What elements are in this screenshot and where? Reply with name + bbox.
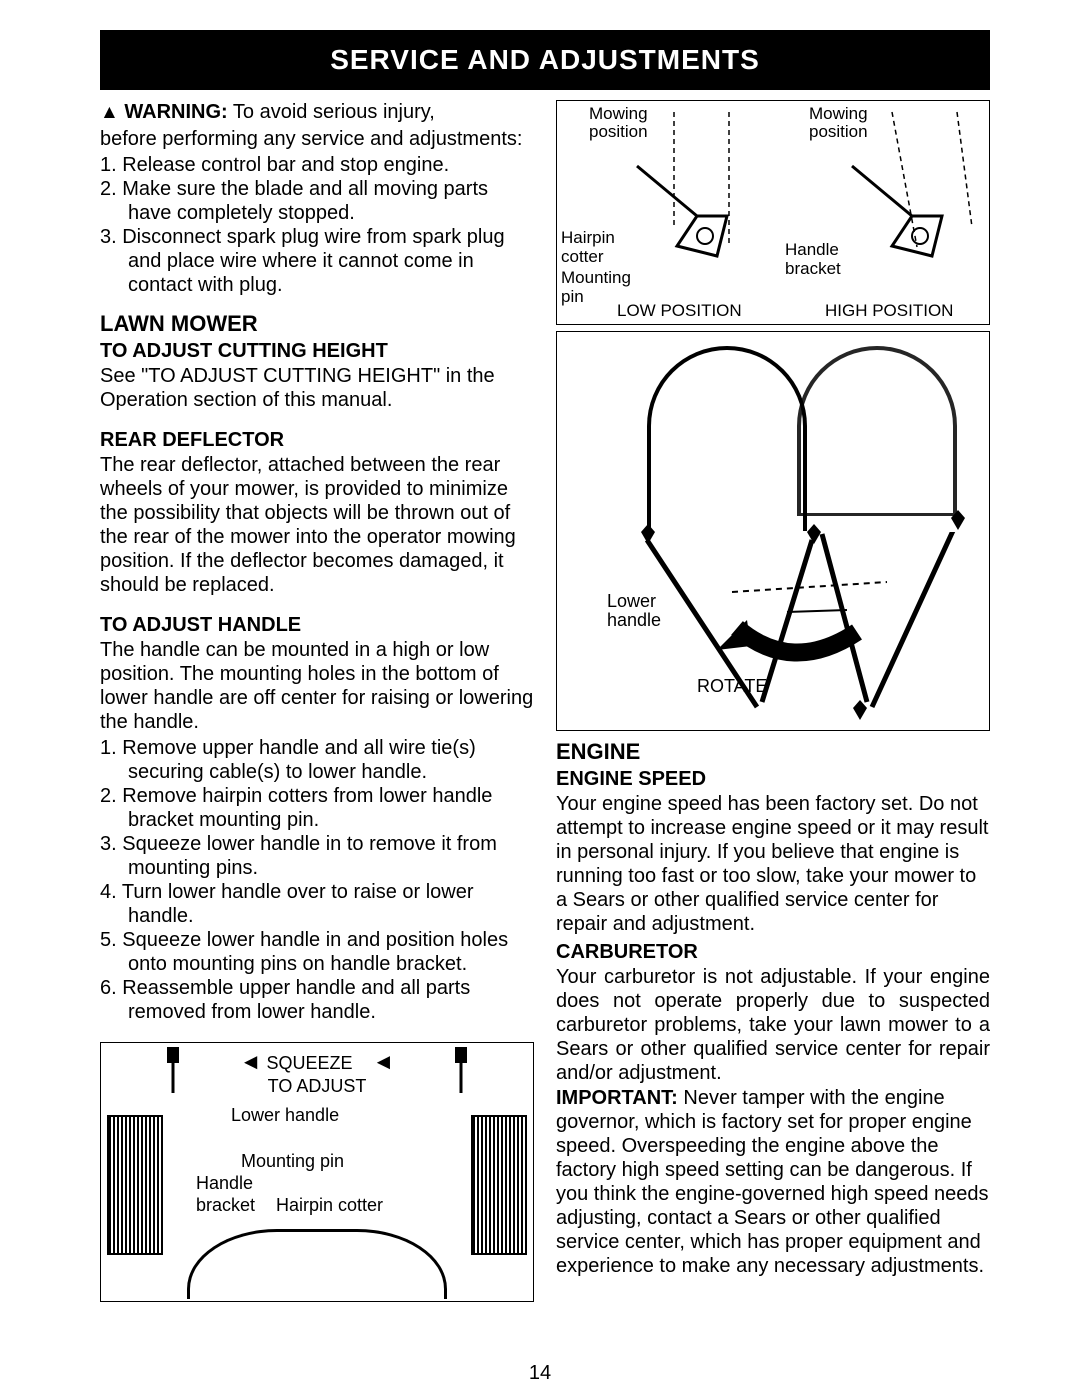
carburetor-body2: Never tamper with the engine governor, w… <box>556 1087 989 1277</box>
dashed-handle-icon <box>669 107 759 257</box>
warning-icon: ▲ <box>100 102 119 123</box>
fig-mounting-pin-label: Mounting pin <box>241 1151 344 1173</box>
rear-deflector-heading: REAR DEFLECTOR <box>100 428 534 452</box>
list-item: 1. Remove upper handle and all wire tie(… <box>100 736 534 784</box>
engine-speed-heading: ENGINE SPEED <box>556 767 990 791</box>
adjust-handle-intro: The handle can be mounted in a high or l… <box>100 638 534 734</box>
low-position-label: LOW POSITION <box>617 302 742 320</box>
carburetor-body1: Your carburetor is not adjustable. If yo… <box>556 965 990 1085</box>
fig-handle-label: Handle <box>196 1173 253 1193</box>
wheel-icon <box>107 1115 163 1255</box>
list-item: 5. Squeeze lower handle in and position … <box>100 928 534 976</box>
page-number: 14 <box>529 1362 551 1385</box>
upper-handle-icon <box>797 346 957 516</box>
list-item: 3. Squeeze lower handle in to remove it … <box>100 832 534 880</box>
list-item: 3. Disconnect spark plug wire from spark… <box>100 225 534 297</box>
upper-handle-icon <box>647 346 807 531</box>
warning-block: ▲ WARNING: To avoid serious injury, <box>100 100 534 125</box>
rotate-label: ROTATE <box>697 677 767 696</box>
lawn-mower-heading: LAWN MOWER <box>100 311 534 337</box>
adjust-handle-steps: 1. Remove upper handle and all wire tie(… <box>100 736 534 1024</box>
hairpin-label: Hairpin <box>561 228 615 247</box>
position-label: position <box>809 122 868 141</box>
rear-deflector-body: The rear deflector, attached between the… <box>100 453 534 597</box>
list-item: 6. Reassemble upper handle and all parts… <box>100 976 534 1024</box>
knob-icon <box>847 698 873 724</box>
wheel-icon <box>471 1115 527 1255</box>
mowing-label: Mowing <box>809 104 868 123</box>
list-item: 1. Release control bar and stop engine. <box>100 153 534 177</box>
list-item: 2. Remove hairpin cotters from lower han… <box>100 784 534 832</box>
fig-lower-handle-label: Lower handle <box>231 1105 339 1127</box>
lower-handle-figure: ◄ SQUEEZE ◄ TO ADJUST Lower handle Mount… <box>100 1042 534 1302</box>
rotate-arrow-icon <box>717 620 867 675</box>
dashed-handle-icon <box>887 107 977 257</box>
list-item: 2. Make sure the blade and all moving pa… <box>100 177 534 225</box>
warning-steps: 1. Release control bar and stop engine. … <box>100 153 534 297</box>
left-column: ▲ WARNING: To avoid serious injury, befo… <box>100 100 534 1302</box>
carburetor-important: IMPORTANT: Never tamper with the engine … <box>556 1086 990 1278</box>
pin-label: pin <box>561 287 584 306</box>
cut-height-heading: TO ADJUST CUTTING HEIGHT <box>100 339 534 363</box>
high-position-label: HIGH POSITION <box>825 302 953 320</box>
fig-bracket-label: bracket <box>196 1195 255 1215</box>
list-item: 4. Turn lower handle over to raise or lo… <box>100 880 534 928</box>
lower-label: Lower <box>607 591 656 611</box>
bracket-label: bracket <box>785 259 841 278</box>
adjust-handle-heading: TO ADJUST HANDLE <box>100 613 534 637</box>
right-column: Mowing position Mowing position Hairpin <box>556 100 990 1302</box>
engine-speed-body: Your engine speed has been factory set. … <box>556 792 990 936</box>
squeeze-knob-icon <box>163 1047 183 1093</box>
handle-label: Handle <box>785 240 839 259</box>
fig-hairpin-cotter-label: Hairpin cotter <box>276 1195 383 1217</box>
warning-text-b: before performing any service and adjust… <box>100 127 534 151</box>
carburetor-heading: CARBURETOR <box>556 940 990 964</box>
squeeze-knob-icon <box>451 1047 471 1093</box>
fig-to-adjust-label: TO ADJUST <box>268 1076 367 1096</box>
warning-label: WARNING: <box>124 101 227 123</box>
knob-icon <box>945 508 971 534</box>
height-position-figure: Mowing position Mowing position Hairpin <box>556 100 990 325</box>
important-label: IMPORTANT: <box>556 1087 678 1109</box>
mower-deck-icon <box>187 1229 447 1299</box>
cut-height-body: See "TO ADJUST CUTTING HEIGHT" in the Op… <box>100 364 534 412</box>
banner-title: SERVICE AND ADJUSTMENTS <box>100 30 990 90</box>
warning-text-a: To avoid serious injury, <box>228 101 435 123</box>
mowing-label: Mowing <box>589 104 648 123</box>
mounting-label: Mounting <box>561 268 631 287</box>
handle-label: handle <box>607 610 661 630</box>
handle-rotate-figure: Lower handle ROTATE <box>556 331 990 731</box>
position-label: position <box>589 122 648 141</box>
engine-heading: ENGINE <box>556 739 990 765</box>
fig-squeeze-label: SQUEEZE <box>266 1053 352 1073</box>
cotter-label: cotter <box>561 247 604 266</box>
